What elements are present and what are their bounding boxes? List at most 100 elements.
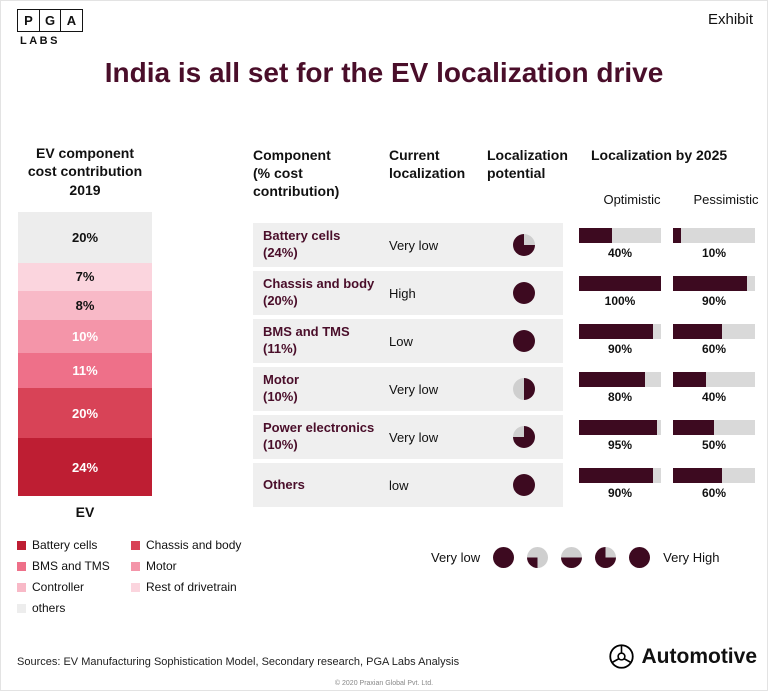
potential-scale-legend: Very low Very High: [431, 547, 720, 568]
potential-cell: [485, 234, 563, 256]
segment-label: 20%: [71, 405, 99, 421]
pga-labs-logo: P G A LABS: [17, 9, 83, 47]
potential-harvey-ball: [513, 234, 535, 256]
potential-cell: [485, 330, 563, 352]
exhibit-label: Exhibit: [707, 11, 753, 28]
stack-segment-rest-of-drivetrain: 7%: [18, 263, 152, 291]
brand-label: Automotive: [641, 644, 758, 668]
pessimistic-cell: 60%: [673, 319, 755, 363]
scale-harvey-ball-3: [561, 547, 583, 568]
pessimistic-value: 50%: [701, 438, 727, 452]
component-name: Power electronics: [263, 420, 375, 436]
segment-label: 11%: [72, 362, 98, 378]
current-localization-cell: Very low: [389, 381, 439, 397]
row-left-cells: Power electronics (10%) Very low: [253, 415, 563, 459]
optimistic-bar-fill: [579, 228, 612, 243]
legend-item: Chassis and body: [131, 538, 241, 552]
pessimistic-bar: [673, 372, 755, 387]
scale-low-label: Very low: [431, 550, 481, 565]
automotive-icon: [608, 644, 634, 669]
legend-label: BMS and TMS: [32, 559, 110, 573]
optimistic-value: 90%: [607, 342, 633, 356]
stack-segment-chassis-body: 20%: [18, 387, 152, 439]
table-row: Others low 90% 60%: [253, 463, 755, 507]
automotive-brand: Automotive: [608, 643, 758, 670]
stack-segment-others: 20%: [18, 212, 152, 264]
legend-item: BMS and TMS: [17, 559, 121, 573]
pessimistic-value: 90%: [701, 294, 727, 308]
legend-swatch: [17, 603, 26, 613]
table-row: Battery cells (24%) Very low 40% 10%: [253, 223, 755, 267]
pessimistic-bar-fill: [673, 420, 714, 435]
pessimistic-bar: [673, 228, 755, 243]
potential-harvey-ball: [513, 330, 535, 352]
legend-label: Controller: [32, 580, 85, 594]
legend-swatch: [17, 582, 26, 592]
legend-swatch: [131, 540, 140, 550]
component-cell: Battery cells (24%): [253, 228, 389, 262]
optimistic-bar: [579, 324, 661, 339]
legend-item: Motor: [131, 559, 241, 573]
optimistic-cell: 90%: [579, 319, 661, 363]
row-left-cells: Motor (10%) Very low: [253, 367, 563, 411]
chart-title: EV component cost contribution 2019: [27, 145, 143, 198]
table-row: Chassis and body (20%) High 100% 90%: [253, 271, 755, 315]
col-header-current-localization: Current localization: [389, 147, 466, 182]
optimistic-value: 80%: [607, 390, 633, 404]
pessimistic-cell: 40%: [673, 367, 755, 411]
sources-note: Sources: EV Manufacturing Sophistication…: [17, 656, 460, 668]
scale-harvey-ball-5: [629, 547, 651, 568]
potential-harvey-ball: [513, 426, 535, 448]
pessimistic-bar-fill: [673, 228, 682, 243]
pessimistic-bar: [673, 420, 755, 435]
table-row: Motor (10%) Very low 80% 40%: [253, 367, 755, 411]
logo-letter-a: A: [60, 9, 83, 32]
current-localization-cell: Low: [389, 333, 413, 349]
copyright-note: © 2020 Praxian Global Pvt. Ltd.: [334, 680, 434, 687]
potential-harvey-ball: [513, 282, 535, 304]
component-pct: (20%): [263, 293, 298, 308]
component-name: Chassis and body: [263, 276, 375, 292]
col-header-localization-potential: Localization potential: [487, 147, 568, 182]
stack-segment-controller: 8%: [18, 290, 152, 321]
logo-subtitle: LABS: [20, 35, 60, 47]
pessimistic-value: 40%: [701, 390, 727, 404]
logo-letter-g: G: [38, 9, 62, 32]
legend-swatch: [131, 582, 140, 592]
current-localization-cell: High: [389, 285, 416, 301]
pessimistic-cell: 10%: [673, 223, 755, 267]
potential-harvey-ball: [513, 474, 535, 496]
optimistic-cell: 40%: [579, 223, 661, 267]
component-cell: BMS and TMS (11%): [253, 324, 389, 358]
pessimistic-cell: 90%: [673, 271, 755, 315]
legend-label: Battery cells: [32, 538, 98, 552]
optimistic-bar-fill: [579, 276, 661, 291]
page-title: India is all set for the EV localization…: [104, 57, 664, 88]
optimistic-bar: [579, 420, 661, 435]
component-name: Others: [263, 476, 305, 492]
current-localization-cell: Very low: [389, 429, 439, 445]
optimistic-bar-fill: [579, 324, 653, 339]
subheader-scenarios: Optimistic Pessimistic: [591, 192, 767, 207]
subheader-pessimistic: Pessimistic: [693, 192, 759, 207]
component-pct: (24%): [263, 245, 298, 260]
optimistic-bar-fill: [579, 420, 657, 435]
pessimistic-bar-fill: [673, 468, 723, 483]
pessimistic-cell: 60%: [673, 463, 755, 507]
legend-label: Rest of drivetrain: [146, 580, 237, 594]
optimistic-bar-fill: [579, 468, 653, 483]
current-localization-cell: low: [389, 477, 409, 493]
table-row: Power electronics (10%) Very low 95% 50%: [253, 415, 755, 459]
optimistic-bar-fill: [579, 372, 645, 387]
potential-cell: [485, 282, 563, 304]
legend-item: others: [17, 601, 121, 615]
legend-label: Motor: [146, 559, 177, 573]
column-axis-label: EV: [75, 504, 95, 521]
legend-label: others: [32, 601, 66, 615]
scale-harvey-ball-1: [493, 547, 515, 568]
component-cell: Motor (10%): [253, 372, 389, 406]
current-localization-cell: Very low: [389, 237, 439, 253]
table-row: BMS and TMS (11%) Low 90% 60%: [253, 319, 755, 363]
optimistic-bar: [579, 468, 661, 483]
